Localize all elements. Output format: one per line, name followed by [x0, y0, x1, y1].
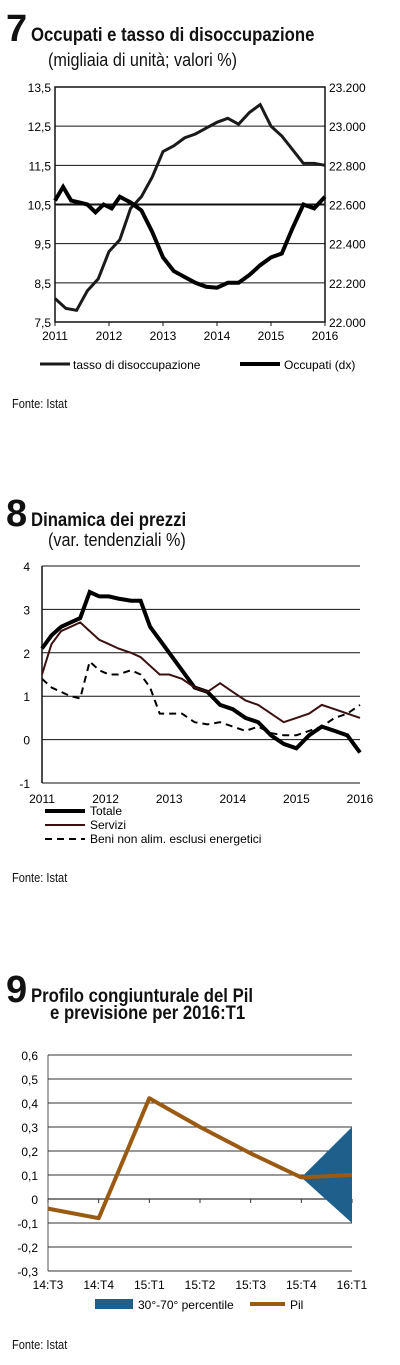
x-tick-label: 2011 — [29, 792, 55, 806]
series-line-occupati — [53, 182, 327, 290]
y-tick-label: 4 — [23, 560, 30, 574]
x-tick-label: 14:T4 — [83, 1278, 114, 1292]
chart-title-7: Occupati e tasso di disoccupazione — [31, 25, 315, 46]
x-tick-label: 2016 — [347, 792, 374, 806]
x-tick-label: 2015 — [258, 329, 285, 343]
x-tick-label: 2012 — [92, 792, 119, 806]
x-tick-label: 15:T4 — [286, 1278, 317, 1292]
legend-label-totale: Totale — [90, 804, 122, 818]
legend-swatch-band — [95, 1299, 133, 1309]
y-tick-label: 0,2 — [21, 1145, 38, 1159]
x-tick-label: 2011 — [42, 329, 68, 343]
y-right-tick-label: 23.000 — [329, 120, 366, 134]
x-tick-label: 2012 — [96, 329, 123, 343]
x-tick-label: 2013 — [150, 329, 177, 343]
y-right-tick-label: 22.600 — [329, 199, 366, 213]
x-tick-label: 2013 — [156, 792, 183, 806]
y-left-tick-label: 11,5 — [29, 159, 52, 173]
y-tick-label: 0,1 — [21, 1169, 38, 1183]
y-left-tick-label: 12,5 — [28, 120, 52, 134]
chart-subtitle-7: (migliaia di unità; valori %) — [48, 50, 238, 70]
y-right-tick-label: 22.400 — [329, 238, 366, 252]
y-right-tick-label: 22.200 — [329, 277, 366, 291]
chart-title-9: Profilo congiunturale del Pil — [31, 986, 254, 1007]
chart-title2-9: e previsione per 2016:T1 — [50, 1003, 246, 1024]
legend-label-beni: Beni non alim. esclusi energetici — [90, 832, 261, 846]
y-tick-label: 0,4 — [21, 1097, 38, 1111]
chart-title-8: Dinamica dei prezzi — [31, 510, 187, 531]
x-tick-label: 15:T2 — [185, 1278, 216, 1292]
y-tick-label: 3 — [23, 603, 30, 617]
chart-title-row-9: 9 Profilo congiunturale del Pil — [6, 971, 283, 1009]
y-right-tick-label: 23.200 — [329, 81, 366, 95]
chart-title-row-8: 8 Dinamica dei prezzi — [6, 495, 207, 533]
source-note-8: Fonte: Istat — [12, 870, 68, 885]
legend-label-pil: Pil — [290, 1298, 303, 1312]
chart-panel-7: 7 Occupati e tasso di disoccupazione (mi… — [0, 0, 400, 420]
y-tick-label: -1 — [19, 777, 30, 791]
x-tick-label: 16:T1 — [337, 1278, 368, 1292]
x-tick-label: 2016 — [312, 329, 339, 343]
y-left-tick-label: 7,5 — [34, 316, 51, 330]
y-right-tick-label: 22.000 — [329, 316, 366, 330]
y-tick-label: 0 — [31, 1193, 38, 1207]
y-right-tick-label: 22.800 — [329, 159, 366, 173]
y-left-tick-label: 10,5 — [28, 199, 52, 213]
chart-number-7: 7 — [6, 8, 28, 50]
y-left-tick-label: 13,5 — [28, 81, 52, 95]
chart-9-svg: 0,6 0,5 0,4 0,3 0,2 0,1 0 -0,1 -0,2 -0,314:T3 14:T… — [17, 1049, 368, 1312]
series-line-disoccupazione — [53, 102, 326, 312]
chart-number-8: 8 — [6, 493, 28, 535]
legend-label-servizi: Servizi — [90, 818, 126, 832]
chart-7-svg: 13,5 12,5 11,5 10,5 9,5 8,5 7,5 23.200 23.000 22.… — [28, 81, 366, 372]
series-line-totale — [40, 589, 362, 754]
chart-panel-9: 9 Profilo congiunturale del Pil e previs… — [0, 965, 400, 1365]
source-note-7: Fonte: Istat — [12, 396, 68, 411]
series-line-pil — [47, 1096, 353, 1221]
y-tick-label: -0,3 — [17, 1265, 38, 1279]
y-tick-label: 0,6 — [21, 1049, 38, 1063]
y-tick-label: -0,1 — [17, 1217, 38, 1231]
chart-panel-8: 8 Dinamica dei prezzi (var. tendenziali … — [0, 490, 400, 890]
y-tick-label: -0,2 — [17, 1241, 38, 1255]
y-tick-label: 2 — [23, 647, 30, 661]
y-left-tick-label: 8,5 — [34, 277, 51, 291]
y-tick-label: 0,3 — [21, 1121, 38, 1135]
legend-label-occupati: Occupati (dx) — [284, 358, 355, 372]
series-line-servizi — [41, 621, 361, 724]
legend-label-band: 30°-70° percentile — [138, 1298, 234, 1312]
legend-label-disoccupazione: tasso di disoccupazione — [73, 358, 201, 372]
y-tick-label: 0,5 — [21, 1073, 38, 1087]
x-tick-label: 15:T1 — [134, 1278, 165, 1292]
chart-title-row-7: 7 Occupati e tasso di disoccupazione — [6, 10, 353, 48]
x-tick-label: 2014 — [219, 792, 246, 806]
chart-number-9: 9 — [6, 969, 28, 1011]
series-line-beni — [41, 659, 361, 737]
chart-subtitle-8: (var. tendenziali %) — [48, 530, 186, 550]
y-tick-label: 0 — [23, 734, 30, 748]
x-tick-label: 2015 — [283, 792, 310, 806]
x-tick-label: 14:T3 — [33, 1278, 64, 1292]
source-note-9: Fonte: Istat — [12, 1337, 68, 1352]
x-tick-label: 2014 — [204, 329, 231, 343]
y-tick-label: 1 — [23, 690, 30, 704]
x-tick-label: 15:T3 — [235, 1278, 266, 1292]
y-left-tick-label: 9,5 — [34, 238, 51, 252]
